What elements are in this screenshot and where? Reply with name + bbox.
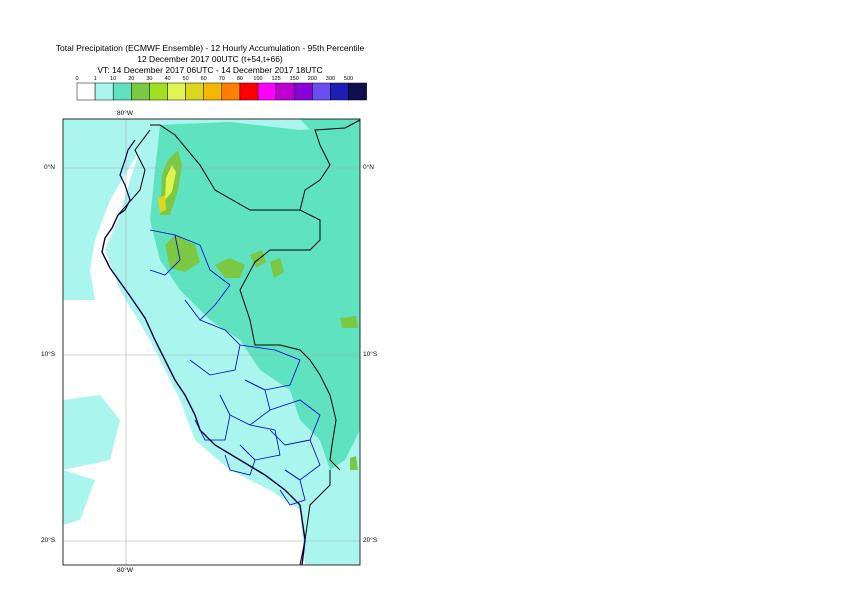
legend-label-15: 500 <box>344 76 353 82</box>
legend-label-3: 20 <box>128 76 134 82</box>
map-frame <box>62 118 361 566</box>
lat-label-left-0: 0°N <box>44 164 55 171</box>
precip-green-7 <box>350 456 358 470</box>
map-grid <box>63 119 360 565</box>
precip-land-medium <box>150 122 360 470</box>
coastline-north <box>117 139 136 216</box>
legend-label-12: 150 <box>290 76 299 82</box>
color-legend: 0 1 10 20 30 40 50 60 70 80 100 125 150 200 300 500 <box>75 76 367 101</box>
chart-title-line3: VT: 14 December 2017 06UTC - 14 December… <box>97 65 323 75</box>
admin-boundaries <box>149 229 321 506</box>
legend-label-10: 100 <box>253 76 262 82</box>
legend-swatch-15 <box>348 82 367 101</box>
precip-yellow-1 <box>165 165 176 200</box>
legend-label-0: 0 <box>75 76 78 82</box>
precip-ocean-light <box>63 119 150 300</box>
lat-label-right-20: 20°S <box>363 537 378 544</box>
precip-green-2 <box>165 235 200 272</box>
precip-green-6 <box>340 316 358 328</box>
lat-label-left-10: 10°S <box>41 351 56 358</box>
precip-green-3 <box>215 258 245 278</box>
legend-label-13: 200 <box>308 76 317 82</box>
legend-label-9: 80 <box>237 76 243 82</box>
precip-ocean-light-2 <box>63 395 120 470</box>
legend-label-6: 50 <box>183 76 189 82</box>
precip-yellow-2 <box>158 195 166 213</box>
lat-label-right-10: 10°S <box>363 351 378 358</box>
precip-green-5 <box>270 258 284 278</box>
legend-label-5: 40 <box>164 76 170 82</box>
chart-title-line1: Total Precipitation (ECMWF Ensemble) - 1… <box>55 43 365 53</box>
legend-label-14: 300 <box>326 76 335 82</box>
lon-label-bottom: 80°W <box>117 567 133 574</box>
legend-label-11: 125 <box>272 76 281 82</box>
legend-label-4: 30 <box>146 76 152 82</box>
lon-label-top: 80°W <box>117 110 133 117</box>
legend-label-1: 1 <box>94 76 97 82</box>
precip-ocean-light-3 <box>63 470 95 525</box>
lat-label-right-0: 0°N <box>363 164 374 171</box>
legend-label-7: 60 <box>201 76 207 82</box>
coastline <box>101 214 306 565</box>
legend-label-8: 70 <box>219 76 225 82</box>
lat-label-left-20: 20°S <box>41 537 56 544</box>
chart-title-line2: 12 December 2017 00UTC (t+54,t+66) <box>137 54 283 64</box>
legend-label-2: 10 <box>110 76 116 82</box>
